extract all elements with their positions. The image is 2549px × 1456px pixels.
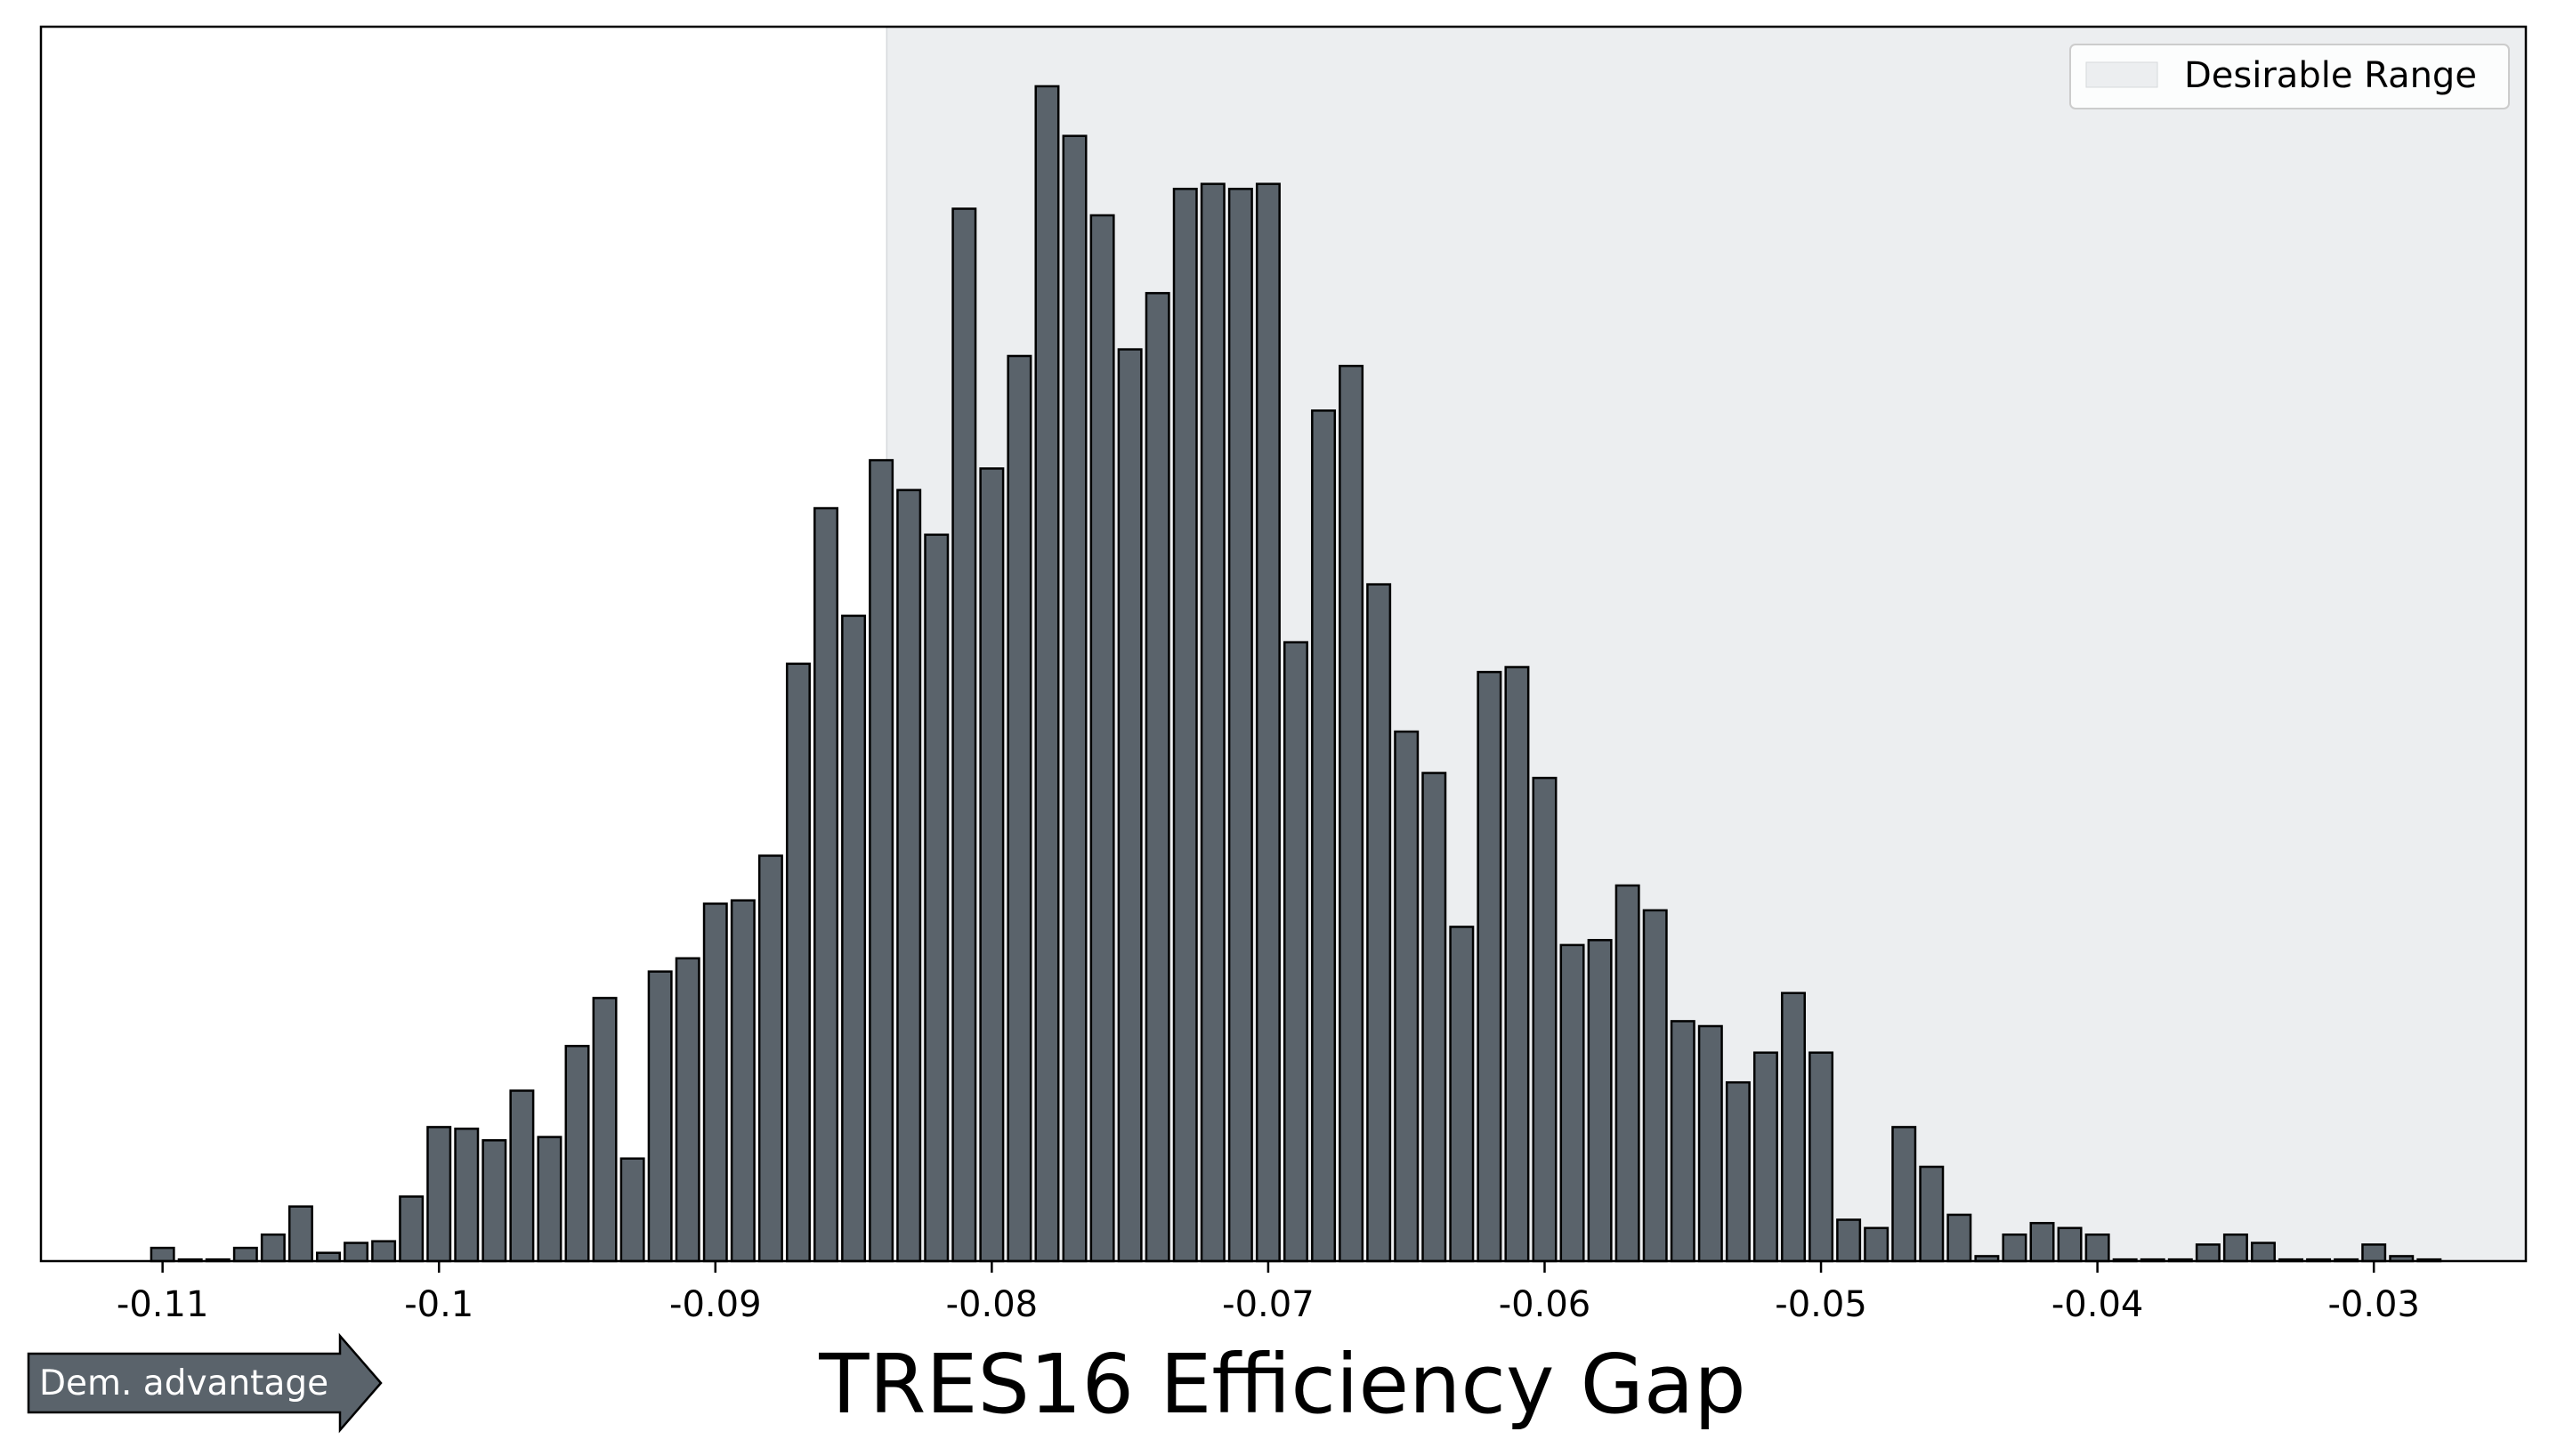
histogram-bar bbox=[647, 970, 673, 1263]
histogram-bar bbox=[1394, 730, 1420, 1263]
x-tick-label: -0.07 bbox=[1222, 1284, 1315, 1325]
histogram-bar bbox=[1809, 1051, 1834, 1263]
histogram-bar bbox=[1614, 884, 1640, 1263]
histogram-bar bbox=[2002, 1234, 2027, 1263]
histogram-bar bbox=[1283, 641, 1308, 1263]
histogram-bar bbox=[675, 957, 700, 1263]
histogram-bar bbox=[399, 1195, 425, 1263]
histogram-bar bbox=[702, 902, 728, 1263]
histogram-bar bbox=[1117, 348, 1143, 1263]
histogram-bar bbox=[785, 662, 811, 1263]
histogram-bar bbox=[730, 899, 756, 1263]
histogram-bar bbox=[979, 467, 1005, 1263]
dem-advantage-arrow: Dem. advantage bbox=[27, 1332, 383, 1434]
x-tick-label: -0.06 bbox=[1499, 1284, 1591, 1325]
histogram-bar bbox=[592, 997, 618, 1263]
histogram-bar bbox=[1421, 772, 1447, 1263]
histogram-bar bbox=[316, 1251, 341, 1263]
histogram-bar bbox=[1891, 1126, 1917, 1263]
histogram-bar bbox=[371, 1240, 397, 1263]
histogram-bar bbox=[1946, 1213, 1972, 1263]
histogram-bar bbox=[1089, 214, 1115, 1263]
histogram-bar bbox=[1559, 943, 1585, 1263]
histogram-bar bbox=[287, 1205, 313, 1263]
histogram-bar bbox=[1781, 991, 1806, 1263]
histogram-bar bbox=[619, 1157, 645, 1263]
histogram-bar bbox=[1752, 1051, 1778, 1263]
histogram-bar bbox=[1145, 292, 1170, 1263]
histogram-bar bbox=[813, 506, 839, 1263]
plot-frame bbox=[39, 25, 2528, 1263]
histogram-bar bbox=[869, 458, 894, 1263]
x-tick-label: -0.1 bbox=[404, 1284, 473, 1325]
dem-advantage-label: Dem. advantage bbox=[39, 1363, 328, 1403]
histogram-bar bbox=[2029, 1221, 2055, 1263]
histogram-bar bbox=[1919, 1165, 1945, 1263]
histogram-bar bbox=[1670, 1020, 1695, 1263]
histogram-bar bbox=[454, 1128, 480, 1263]
histogram-bar bbox=[924, 533, 950, 1263]
legend-box bbox=[2069, 44, 2510, 109]
histogram-bar bbox=[896, 489, 922, 1263]
histogram-bar bbox=[1504, 666, 1530, 1263]
histogram-bar bbox=[1587, 939, 1613, 1263]
histogram-bar bbox=[1255, 182, 1281, 1263]
histogram-bar bbox=[564, 1045, 590, 1263]
x-tick-label: -0.11 bbox=[117, 1284, 209, 1325]
x-axis-ticks: -0.11 -0.1 -0.09 -0.08 -0.07 -0.06 -0.05 -0.04 -… bbox=[117, 1261, 2420, 1325]
histogram-bar bbox=[2222, 1234, 2248, 1263]
histogram-bar bbox=[509, 1089, 535, 1263]
histogram-bar bbox=[1062, 134, 1088, 1263]
histogram-bar bbox=[1642, 909, 1668, 1263]
x-tick-label: -0.04 bbox=[2051, 1284, 2144, 1325]
histogram-bar bbox=[1697, 1024, 1723, 1263]
histogram-bar bbox=[1836, 1218, 1862, 1263]
histogram-bar bbox=[1366, 583, 1392, 1263]
histogram-bar bbox=[757, 854, 783, 1263]
histogram-bar bbox=[232, 1246, 258, 1263]
histogram-bar bbox=[537, 1136, 562, 1263]
legend-label-desirable-range: Desirable Range bbox=[2184, 55, 2477, 96]
histogram-bar bbox=[1200, 182, 1226, 1263]
histogram-bar bbox=[1532, 776, 1558, 1263]
x-axis-title: TRES16 Efficiency Gap bbox=[818, 1337, 1745, 1432]
histogram-bar bbox=[841, 614, 867, 1263]
histogram-bar bbox=[951, 207, 977, 1263]
histogram-bar bbox=[344, 1242, 369, 1263]
histogram-bar bbox=[1311, 409, 1337, 1263]
histogram-bar bbox=[1725, 1080, 1751, 1263]
histogram-bar bbox=[1227, 187, 1253, 1263]
histogram-bar bbox=[2084, 1234, 2110, 1263]
histogram-bar bbox=[426, 1126, 452, 1263]
histogram-bar bbox=[2361, 1243, 2387, 1263]
histogram-bar bbox=[1864, 1226, 1889, 1263]
histogram-bar bbox=[1477, 670, 1502, 1263]
right-arrow-icon bbox=[27, 1332, 383, 1434]
legend: Desirable Range bbox=[2069, 44, 2510, 109]
histogram-bar bbox=[2250, 1242, 2276, 1263]
histogram-bar bbox=[1339, 364, 1364, 1263]
histogram-bar bbox=[1034, 85, 1060, 1263]
histogram-bar bbox=[1449, 926, 1475, 1263]
x-tick-label: -0.09 bbox=[669, 1284, 762, 1325]
histogram-bar bbox=[1007, 354, 1032, 1263]
x-tick-label: -0.03 bbox=[2327, 1284, 2420, 1325]
x-tick-label: -0.08 bbox=[946, 1284, 1039, 1325]
legend-swatch-desirable-range bbox=[2085, 61, 2158, 88]
histogram-bar bbox=[260, 1234, 286, 1263]
histogram-bar bbox=[1172, 187, 1198, 1263]
histogram-bar bbox=[150, 1246, 175, 1263]
histogram-bar bbox=[2195, 1243, 2221, 1263]
histogram-bar bbox=[481, 1139, 507, 1263]
histogram-bar bbox=[2057, 1226, 2083, 1263]
x-tick-label: -0.05 bbox=[1775, 1284, 1867, 1325]
